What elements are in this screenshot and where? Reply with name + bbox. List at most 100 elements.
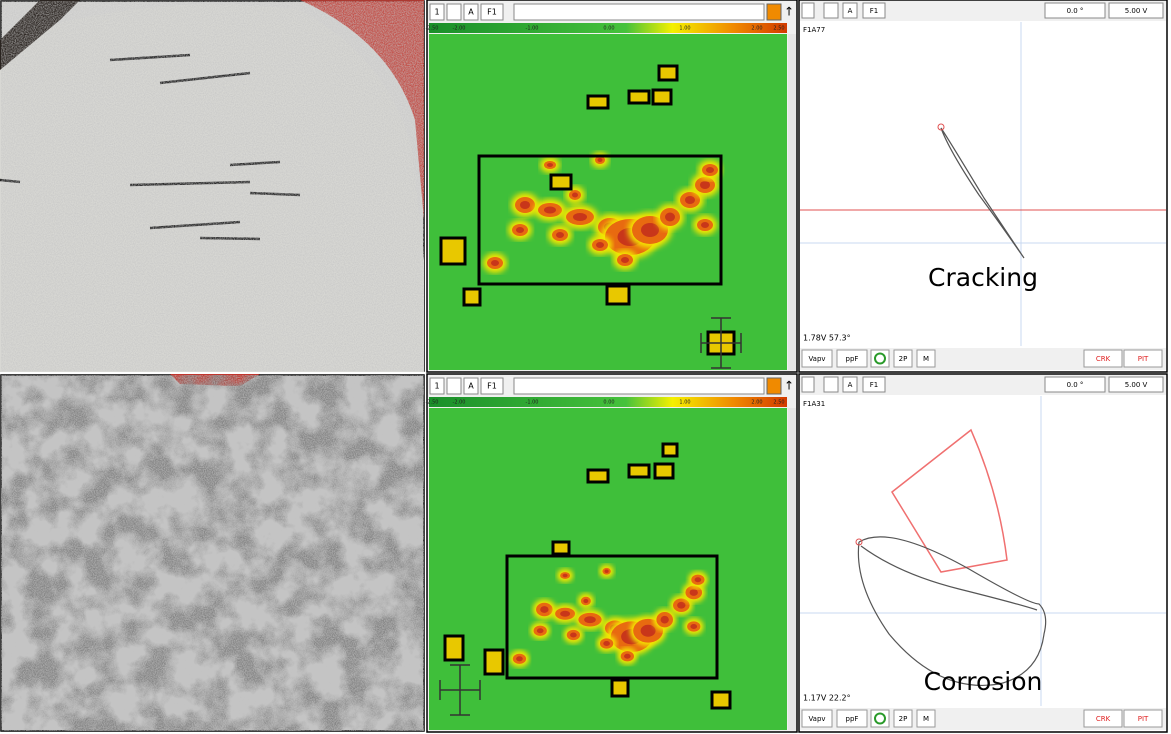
scale-tick: -2.00 <box>453 400 466 406</box>
refresh-icon <box>874 712 886 725</box>
cursor <box>700 317 742 369</box>
toolbar-label: A <box>848 381 853 389</box>
toolbar-box <box>463 377 479 395</box>
scale-tick: -1.00 <box>526 400 539 406</box>
plot-frame <box>798 373 1168 733</box>
defect-center <box>604 569 609 573</box>
toolbar-box <box>1108 2 1164 19</box>
button-label[interactable]: 2P <box>899 355 908 363</box>
indication-box <box>462 287 482 307</box>
alarm-button[interactable] <box>1083 349 1123 368</box>
toolbar-box <box>801 376 815 393</box>
alarm-button[interactable] <box>1123 349 1163 368</box>
defect-center <box>706 167 714 173</box>
alarm-label[interactable]: CRK <box>1096 355 1111 363</box>
button[interactable] <box>801 709 833 728</box>
alarm-button[interactable] <box>1123 709 1163 728</box>
button-label[interactable]: Vapv <box>808 355 825 363</box>
button-label[interactable]: M <box>923 355 929 363</box>
alarm-label[interactable]: CRK <box>1096 715 1111 723</box>
button[interactable] <box>893 349 913 368</box>
scale-tick: 1.00 <box>679 26 690 32</box>
toolbar-box <box>862 2 886 19</box>
alarm-label[interactable]: PIT <box>1138 715 1149 723</box>
scale-tick: 2.00 <box>751 400 762 406</box>
signal-id: F1A31 <box>803 400 825 408</box>
toolbar-label: 5.00 V <box>1125 7 1148 15</box>
button-label[interactable]: ppF <box>846 715 859 723</box>
defect-center <box>603 640 610 647</box>
indication-box <box>586 468 610 484</box>
defect-center <box>701 222 709 228</box>
button[interactable] <box>836 349 868 368</box>
cursor <box>439 664 481 716</box>
toolbar-label: A <box>468 382 474 391</box>
indication-box <box>443 634 465 662</box>
toolbar-box <box>429 3 445 21</box>
button[interactable] <box>870 349 890 368</box>
scale-tick: 0.00 <box>603 400 614 406</box>
button[interactable] <box>801 349 833 368</box>
grain <box>1 1 424 371</box>
toolbar-label: 0.0 ° <box>1067 381 1084 389</box>
button[interactable] <box>836 709 868 728</box>
palette-button <box>766 3 782 21</box>
defect-center <box>520 201 530 209</box>
toolbar-label: F1 <box>870 381 878 389</box>
defect-center <box>621 257 629 263</box>
button-label[interactable]: ppF <box>846 355 859 363</box>
button-label[interactable]: M <box>923 715 929 723</box>
button-bar <box>800 708 1166 730</box>
defect-center <box>641 223 659 237</box>
toolbar-label: 1 <box>434 8 439 17</box>
defect-center <box>584 616 596 624</box>
toolbar-box <box>842 376 858 393</box>
indication-box <box>477 154 723 286</box>
scale-tick: 2.50 <box>773 26 784 32</box>
button[interactable] <box>870 709 890 728</box>
alarm-label[interactable]: PIT <box>1138 355 1149 363</box>
defect-center <box>572 192 578 198</box>
toolbar-box <box>463 3 479 21</box>
indication-box <box>483 648 505 676</box>
button-label[interactable]: 2P <box>899 715 908 723</box>
defect-center <box>660 615 669 624</box>
defect-center <box>665 212 675 222</box>
button[interactable] <box>916 349 936 368</box>
defect-center <box>597 158 603 162</box>
scale-tick: -1.00 <box>526 26 539 32</box>
toolbar-label: 0.0 ° <box>1067 7 1084 15</box>
defect-center <box>624 653 631 659</box>
indication-box <box>627 463 651 479</box>
indication-box <box>653 462 675 480</box>
defect-center <box>685 196 695 204</box>
button-label[interactable]: Vapv <box>808 715 825 723</box>
defect-center <box>570 632 577 638</box>
scale-tick: 0.00 <box>603 26 614 32</box>
defect-center <box>560 610 571 617</box>
defect-center <box>596 242 604 248</box>
defect-center <box>516 656 523 662</box>
scale-tick: -2.50 <box>426 26 439 32</box>
defect-center <box>544 206 556 214</box>
button[interactable] <box>893 709 913 728</box>
indication-box <box>661 442 679 458</box>
scale-tick: 2.50 <box>773 400 784 406</box>
start-point <box>855 538 863 546</box>
alarm-button[interactable] <box>1083 709 1123 728</box>
indication-box <box>505 554 719 680</box>
palette-button <box>766 377 782 395</box>
scan-panel: 1 A F1 ↑ -2.50 -2.00 -1.00 0.00 1.00 2.00 2.50 <box>426 373 798 733</box>
readout: 1.78V 57.3° <box>803 334 851 343</box>
scan-map <box>429 34 787 370</box>
scale-tick: -2.50 <box>426 400 439 406</box>
lissajous <box>857 536 1047 686</box>
defect-center <box>690 623 698 630</box>
button-bar <box>800 348 1166 370</box>
scale-tick: -2.00 <box>453 26 466 32</box>
photo-panel <box>0 0 425 373</box>
scrollbar <box>788 408 796 730</box>
button[interactable] <box>916 709 936 728</box>
toolbar-box <box>446 377 462 395</box>
